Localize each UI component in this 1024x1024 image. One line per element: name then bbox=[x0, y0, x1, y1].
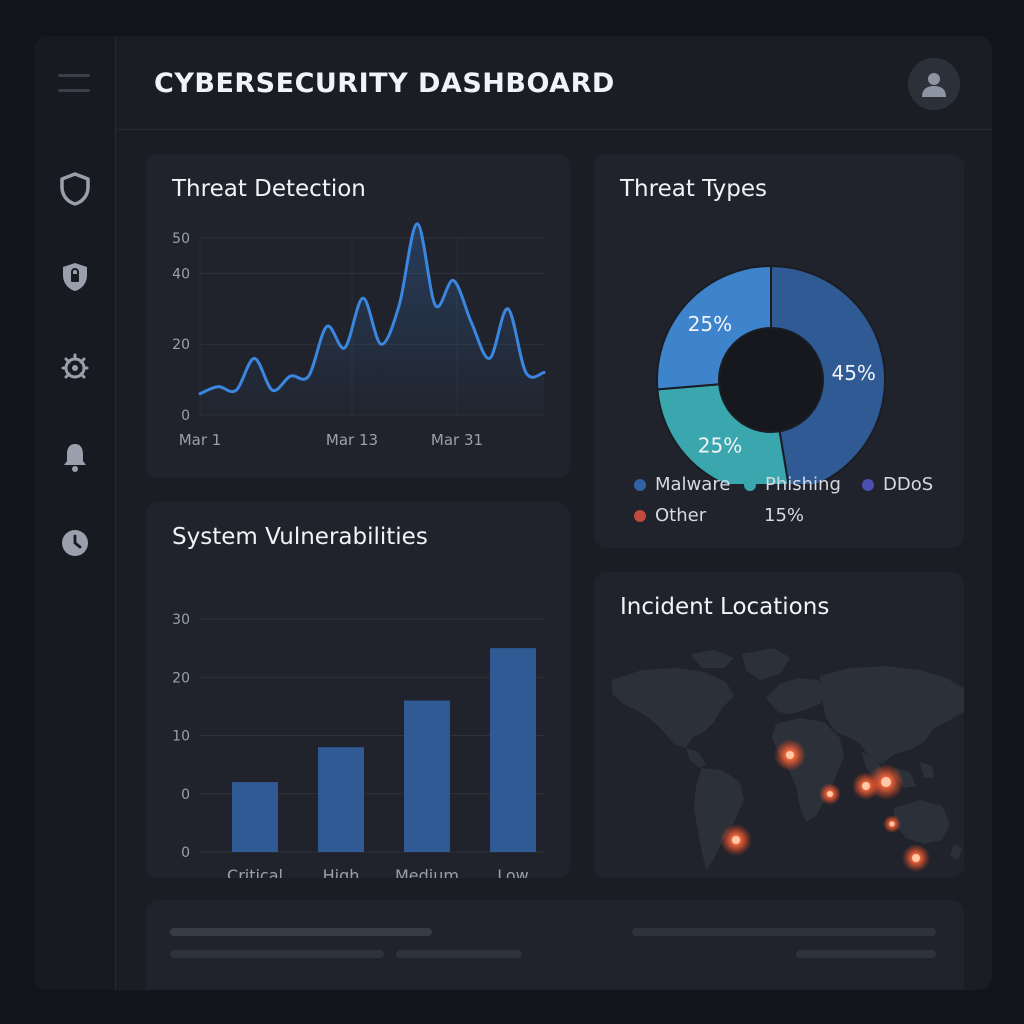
card-title: Incident Locations bbox=[620, 594, 830, 620]
x-tick-label: Mar 1 bbox=[179, 431, 222, 449]
y-tick-label: 0 bbox=[181, 845, 190, 861]
threat-types-chart: 45% 25% 25% bbox=[656, 264, 886, 484]
threat-detection-chart: 0 20 40 50 Mar 1 Mar 13 Mar 31 bbox=[172, 222, 546, 449]
x-tick-label: Critical bbox=[227, 866, 283, 878]
series-area bbox=[200, 223, 544, 415]
incident-hotspots bbox=[720, 739, 930, 872]
pie-slice-other[interactable] bbox=[656, 264, 772, 391]
bug-icon[interactable] bbox=[56, 348, 94, 386]
x-tick-label: High bbox=[323, 866, 360, 878]
pie-slice-phishing[interactable] bbox=[656, 383, 790, 484]
x-tick-label: Mar 31 bbox=[431, 431, 483, 449]
vulnerabilities-chart: 0 0 10 20 30 Critical High Medium Low bbox=[172, 612, 544, 878]
y-tick-label: 20 bbox=[172, 670, 190, 686]
threat-types-card: Threat Types 45% 25% 25% Malware Phishing … bbox=[594, 154, 964, 548]
legend-label: Malware bbox=[655, 474, 731, 495]
legend-extra-value: 15% bbox=[764, 505, 805, 526]
legend-item-other: Other bbox=[634, 505, 706, 526]
legend-dot bbox=[634, 509, 646, 522]
sidebar bbox=[34, 36, 116, 990]
donut-hole bbox=[720, 329, 822, 431]
legend-label: DDoS bbox=[883, 474, 934, 495]
x-tick-label: Medium bbox=[395, 866, 459, 878]
y-tick-label: 30 bbox=[172, 612, 190, 628]
legend-label: Other bbox=[655, 505, 707, 526]
card-title: System Vulnerabilities bbox=[172, 524, 428, 550]
vulnerabilities-card: System Vulnerabilities 0 0 10 20 30 Critical H… bbox=[146, 502, 570, 878]
legend-label: Phishing bbox=[765, 474, 841, 495]
skeleton-line bbox=[632, 928, 936, 936]
x-tick-label: Mar 13 bbox=[326, 431, 378, 449]
skeleton-line bbox=[396, 950, 522, 958]
pie-slice-malware[interactable] bbox=[770, 264, 886, 484]
page-title: CYBERSECURITY DASHBOARD bbox=[154, 68, 615, 99]
legend-item-ddos: DDoS bbox=[862, 474, 933, 495]
card-title: Threat Types bbox=[620, 176, 767, 202]
legend-dot bbox=[744, 478, 756, 491]
loading-card bbox=[146, 900, 964, 990]
legend-dot bbox=[862, 478, 874, 491]
bar-high[interactable] bbox=[318, 747, 364, 852]
card-title: Threat Detection bbox=[172, 176, 366, 202]
dashboard-window: CYBERSECURITY DASHBOARD Threat Detection… bbox=[34, 36, 992, 990]
x-tick-label: Low bbox=[497, 866, 529, 878]
bar-low[interactable] bbox=[490, 648, 536, 852]
legend-item-malware: Malware bbox=[634, 474, 730, 495]
bell-icon[interactable] bbox=[56, 438, 94, 476]
incident-locations-card: Incident Locations bbox=[594, 572, 964, 878]
bar-critical[interactable] bbox=[232, 782, 278, 852]
y-tick-label: 0 bbox=[181, 408, 190, 424]
header: CYBERSECURITY DASHBOARD bbox=[116, 36, 992, 130]
menu-icon[interactable] bbox=[58, 74, 90, 94]
y-tick-label: 40 bbox=[172, 266, 190, 282]
clock-icon[interactable] bbox=[56, 524, 94, 562]
y-tick-label: 10 bbox=[172, 729, 190, 745]
skeleton-line bbox=[170, 928, 432, 936]
slice-label: 25% bbox=[688, 312, 732, 336]
shield-icon[interactable] bbox=[56, 170, 94, 208]
world-map[interactable] bbox=[594, 572, 964, 878]
skeleton-line bbox=[796, 950, 936, 958]
skeleton-line bbox=[170, 950, 384, 958]
y-tick-label: 20 bbox=[172, 337, 190, 353]
y-tick-label: 50 bbox=[172, 231, 190, 247]
shield-lock-icon[interactable] bbox=[56, 258, 94, 296]
y-tick-label: 0 bbox=[181, 787, 190, 803]
slice-label: 45% bbox=[831, 361, 875, 385]
series-line[interactable] bbox=[198, 222, 546, 396]
avatar[interactable] bbox=[908, 58, 960, 110]
bar-medium[interactable] bbox=[404, 700, 450, 852]
legend-item-phishing: Phishing bbox=[744, 474, 841, 495]
slice-label: 25% bbox=[698, 433, 742, 457]
legend-dot bbox=[634, 478, 646, 491]
threat-detection-card: Threat Detection 0 20 40 50 Mar 1 Mar 13 Mar 3… bbox=[146, 154, 570, 478]
user-icon bbox=[922, 73, 946, 97]
